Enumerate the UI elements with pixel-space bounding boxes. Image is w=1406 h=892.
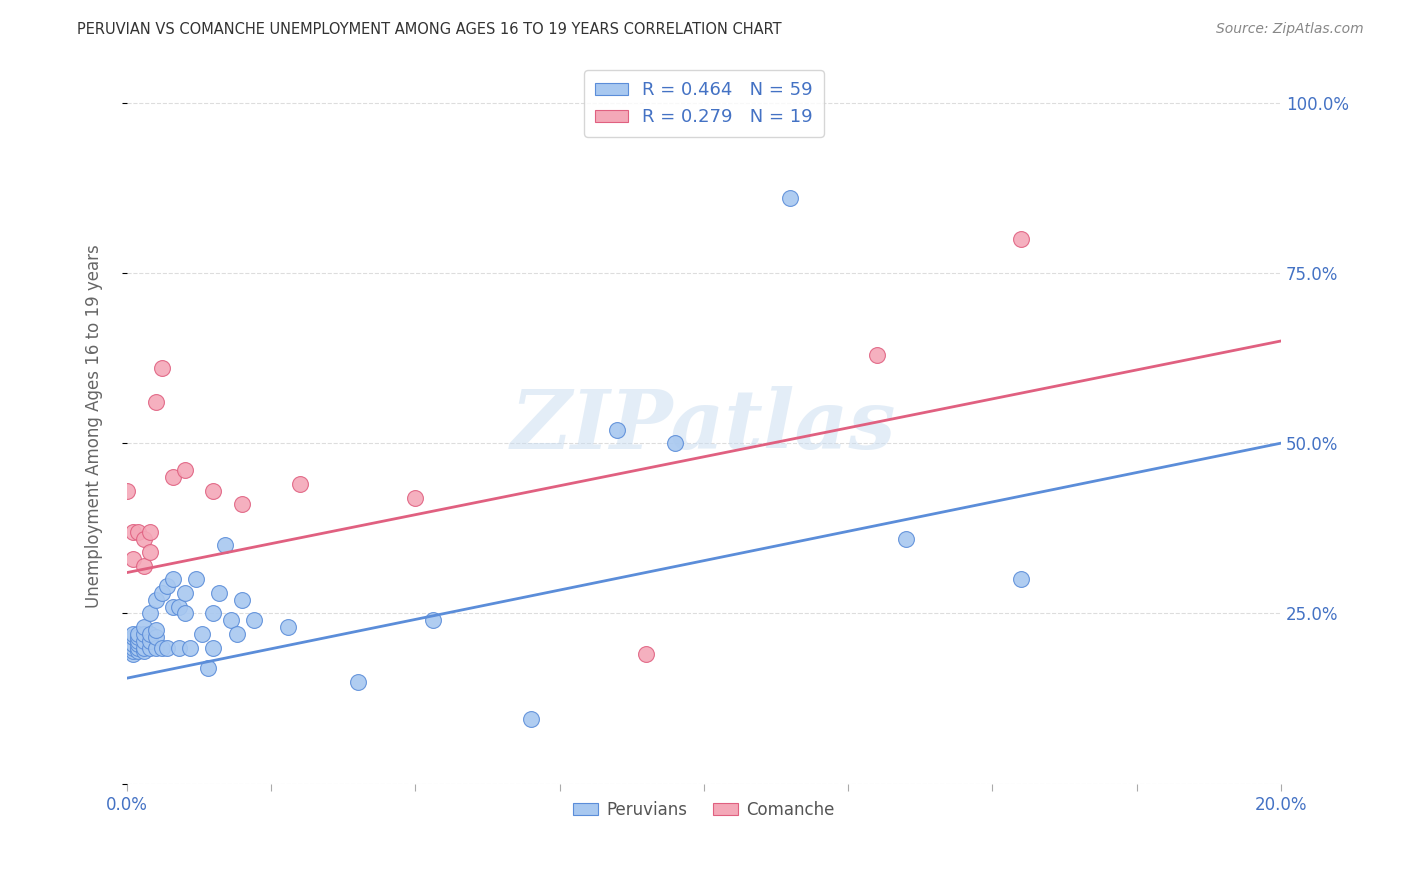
Point: [134, 558, 156, 573]
Point: [150, 361, 173, 376]
Point: [162, 599, 184, 614]
Point: [202, 640, 225, 655]
Point: [121, 627, 143, 641]
Legend: Peruvians, Comanche: Peruvians, Comanche: [567, 794, 841, 825]
Point: [127, 644, 149, 658]
Point: [127, 630, 149, 644]
Text: ZIPatlas: ZIPatlas: [512, 386, 897, 467]
Point: [197, 661, 219, 675]
Point: [127, 627, 149, 641]
Point: [121, 630, 143, 644]
Point: [115, 640, 138, 655]
Point: [231, 592, 253, 607]
Point: [779, 191, 801, 205]
Point: [1010, 232, 1032, 246]
Text: PERUVIAN VS COMANCHE UNEMPLOYMENT AMONG AGES 16 TO 19 YEARS CORRELATION CHART: PERUVIAN VS COMANCHE UNEMPLOYMENT AMONG …: [77, 22, 782, 37]
Y-axis label: Unemployment Among Ages 16 to 19 years: Unemployment Among Ages 16 to 19 years: [86, 244, 103, 608]
Point: [191, 627, 214, 641]
Point: [139, 640, 162, 655]
Point: [520, 712, 543, 726]
Point: [186, 573, 208, 587]
Point: [127, 637, 149, 651]
Point: [346, 674, 368, 689]
Point: [167, 640, 190, 655]
Point: [202, 483, 225, 498]
Point: [636, 648, 658, 662]
Point: [150, 640, 173, 655]
Point: [173, 607, 195, 621]
Point: [127, 524, 149, 539]
Point: [231, 498, 253, 512]
Point: [288, 477, 311, 491]
Point: [115, 637, 138, 651]
Point: [179, 640, 201, 655]
Point: [145, 395, 167, 409]
Point: [121, 648, 143, 662]
Point: [115, 483, 138, 498]
Text: Source: ZipAtlas.com: Source: ZipAtlas.com: [1216, 22, 1364, 37]
Point: [134, 633, 156, 648]
Point: [150, 586, 173, 600]
Point: [162, 470, 184, 484]
Point: [134, 640, 156, 655]
Point: [127, 640, 149, 655]
Point: [134, 620, 156, 634]
Point: [145, 630, 167, 644]
Point: [139, 633, 162, 648]
Point: [139, 607, 162, 621]
Point: [139, 524, 162, 539]
Point: [173, 463, 195, 477]
Point: [225, 627, 247, 641]
Point: [173, 586, 195, 600]
Point: [664, 436, 686, 450]
Point: [127, 633, 149, 648]
Point: [121, 552, 143, 566]
Point: [134, 627, 156, 641]
Point: [156, 579, 179, 593]
Point: [156, 640, 179, 655]
Point: [115, 633, 138, 648]
Point: [167, 599, 190, 614]
Point: [202, 607, 225, 621]
Point: [606, 423, 628, 437]
Point: [145, 592, 167, 607]
Point: [866, 348, 889, 362]
Point: [277, 620, 299, 634]
Point: [219, 613, 242, 627]
Point: [134, 644, 156, 658]
Point: [1010, 573, 1032, 587]
Point: [422, 613, 444, 627]
Point: [121, 640, 143, 655]
Point: [121, 644, 143, 658]
Point: [134, 532, 156, 546]
Point: [121, 524, 143, 539]
Point: [404, 491, 426, 505]
Point: [214, 538, 236, 552]
Point: [894, 532, 917, 546]
Point: [139, 545, 162, 559]
Point: [208, 586, 231, 600]
Point: [145, 640, 167, 655]
Point: [121, 637, 143, 651]
Point: [145, 624, 167, 638]
Point: [139, 627, 162, 641]
Point: [243, 613, 266, 627]
Point: [162, 573, 184, 587]
